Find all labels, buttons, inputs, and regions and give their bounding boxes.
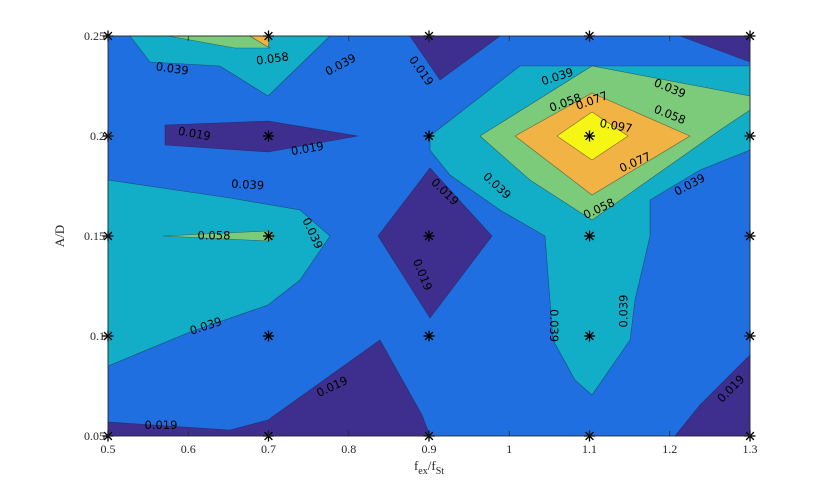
x-tick-label: 0.9	[422, 442, 437, 456]
sample-point-marker	[423, 230, 435, 242]
contour-level-label: 0.019	[290, 139, 325, 159]
sample-point-marker	[263, 330, 274, 342]
x-axis-label-f: f	[414, 458, 419, 473]
sample-point-marker	[263, 130, 274, 142]
contour-level-label: 0.019	[144, 418, 177, 432]
x-axis-ticks: 0.5 0.6 0.7 0.8 0.9 1 1.1 1.2 1.3	[101, 36, 758, 456]
contour-region	[162, 230, 276, 242]
y-tick-label: 0.15	[84, 229, 105, 243]
x-axis-label-sub1: ex	[418, 466, 427, 477]
sample-point-marker	[584, 130, 595, 142]
sample-point-marker	[584, 230, 595, 242]
contour-level-label: 0.058	[197, 229, 230, 243]
sample-point-marker	[263, 230, 274, 242]
contour-level-label: 0.097	[599, 116, 634, 136]
x-tick-label: 1.2	[662, 442, 677, 456]
x-axis-label: fex/fSt	[414, 458, 444, 477]
x-tick-label: 0.6	[181, 442, 196, 456]
x-tick-label: 1.1	[582, 442, 597, 456]
contour-level-label: 0.039	[617, 295, 631, 328]
sample-point-marker	[423, 330, 435, 342]
x-tick-label: 0.5	[101, 442, 116, 456]
x-tick-label: 0.7	[261, 442, 276, 456]
contour-region	[107, 179, 331, 367]
x-tick-label: 1.3	[743, 442, 758, 456]
sample-point-marker	[584, 330, 595, 342]
contour-level-label: 0.039	[231, 177, 265, 193]
x-tick-label: 1	[506, 442, 512, 456]
x-axis-label-mid: /f	[428, 458, 437, 473]
y-axis-ticks: 0.05 0.1 0.15 0.2 0.25	[84, 29, 750, 443]
contour-level-label: 0.039	[547, 309, 561, 342]
contour-level-label: 0.039	[155, 59, 190, 77]
contour-level-label: 0.058	[255, 49, 290, 67]
y-tick-label: 0.2	[90, 129, 105, 143]
x-tick-label: 0.8	[341, 442, 356, 456]
y-tick-label: 0.25	[84, 29, 105, 43]
y-axis-label: A/D	[52, 225, 67, 247]
contour-level-label: 0.019	[177, 124, 212, 144]
sample-point-marker	[423, 130, 435, 142]
y-tick-label: 0.05	[84, 429, 105, 443]
x-axis-label-sub2: St	[436, 466, 445, 477]
contour-region	[377, 167, 493, 319]
contour-region	[164, 120, 359, 153]
y-tick-label: 0.1	[90, 329, 105, 343]
